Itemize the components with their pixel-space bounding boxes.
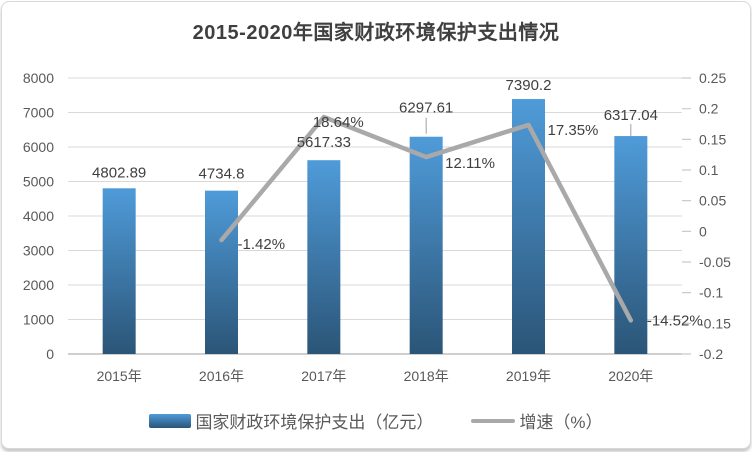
- line-series-swatch-icon: [471, 418, 516, 423]
- bar-series-swatch-icon: [149, 413, 192, 428]
- x-axis-label: 2016年: [199, 368, 244, 384]
- chart-title: 2015-2020年国家财政环境保护支出情况: [192, 22, 560, 44]
- y-axis-left-label: 0: [46, 346, 54, 362]
- growth-value-label: -1.42%: [238, 236, 286, 253]
- bar-value-label: 5617.33: [297, 134, 351, 151]
- growth-value-label: -14.52%: [647, 312, 703, 329]
- growth-value-label: 18.64%: [313, 114, 364, 131]
- bar-value-label: 4734.8: [199, 166, 245, 183]
- y-axis-right-label: -0.1: [699, 285, 723, 301]
- y-axis-left-label: 2000: [23, 277, 54, 293]
- chart-legend: 国家财政环境保护支出（亿元） 增速（%）: [2, 408, 750, 433]
- y-axis-left-label: 3000: [23, 243, 54, 259]
- legend-item-growth: 增速（%）: [471, 408, 603, 433]
- growth-value-label: 12.11%: [445, 155, 495, 172]
- legend-item-expenditure: 国家财政环境保护支出（亿元）: [149, 408, 433, 433]
- x-axis-label: 2015年: [97, 368, 142, 384]
- y-axis-right-label: 0.1: [699, 162, 719, 178]
- y-axis-left-label: 1000: [23, 312, 54, 328]
- y-axis-left-label: 5000: [23, 174, 54, 190]
- y-axis-right-label: -0.15: [699, 315, 731, 331]
- x-axis-label: 2020年: [608, 368, 653, 384]
- bar: [409, 136, 443, 354]
- y-axis-left-label: 6000: [23, 139, 54, 155]
- y-axis-left-label: 8000: [23, 70, 54, 86]
- y-axis-right-label: 0.25: [699, 70, 726, 86]
- y-axis-left-label: 7000: [23, 105, 54, 121]
- growth-line: [219, 114, 634, 323]
- bar: [307, 160, 341, 354]
- x-axis-label: 2019年: [506, 368, 551, 384]
- x-axis-label: 2017年: [301, 368, 346, 384]
- growth-value-label: 17.35%: [548, 122, 599, 139]
- bar: [205, 190, 238, 354]
- chart-plot: 0 1000 2000 3000 4000 5000 6000 7000 8000 -0.2 -0.…: [23, 70, 731, 384]
- bar-value-label: 4802.89: [92, 164, 146, 181]
- legend-label-growth: 增速（%）: [519, 413, 603, 432]
- y-axis-left-label: 4000: [23, 208, 54, 224]
- bar-value-label: 6317.04: [604, 107, 658, 124]
- bar-value-label: 6297.61: [399, 100, 453, 117]
- y-axis-right-label: 0: [699, 223, 707, 239]
- bar: [102, 188, 136, 354]
- y-axis-right-label: -0.2: [699, 346, 723, 362]
- x-axis-label: 2018年: [404, 368, 449, 384]
- y-axis-right-label: 0.05: [699, 193, 726, 209]
- bar-value-label: 7390.2: [506, 77, 552, 94]
- y-axis-right-label: 0.15: [699, 131, 726, 147]
- y-axis-right-label: -0.05: [699, 254, 731, 270]
- y-axis-right-label: 0.2: [699, 101, 719, 117]
- legend-label-expenditure: 国家财政环境保护支出（亿元）: [195, 413, 434, 432]
- bar: [512, 99, 545, 354]
